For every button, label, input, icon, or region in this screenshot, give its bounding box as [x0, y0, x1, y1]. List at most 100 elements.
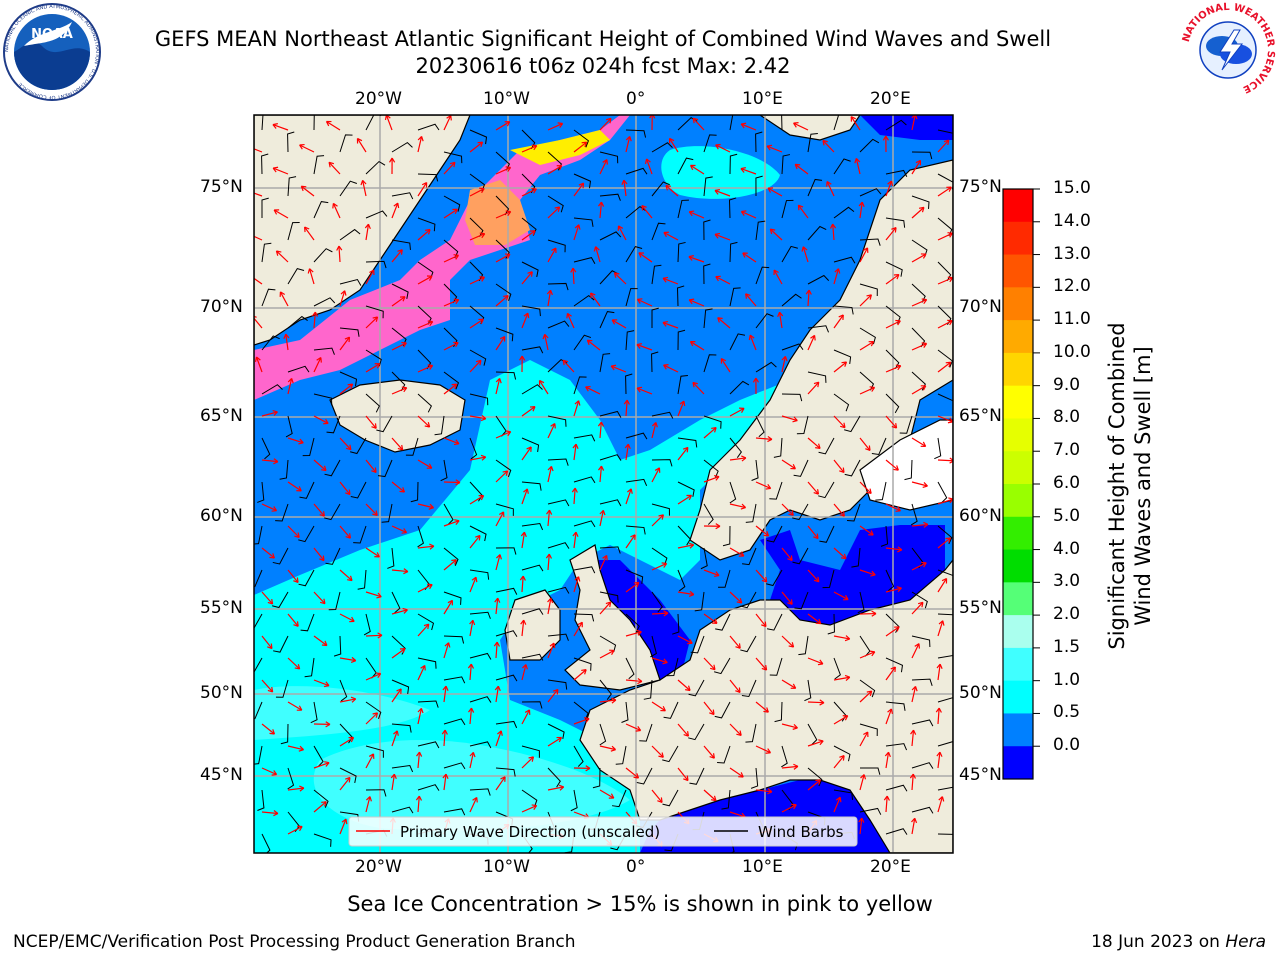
- wave-arrow: [495, 211, 511, 219]
- swell-region-mid: [254, 686, 430, 740]
- wave-arrow: [261, 591, 274, 605]
- wave-arrow: [651, 657, 668, 664]
- footer-date: 18 Jun 2023 on Hera: [1091, 932, 1266, 952]
- wave-arrow: [417, 796, 420, 813]
- wave-arrow: [573, 400, 580, 417]
- wave-arrow: [742, 252, 757, 263]
- wave-arrow: [443, 600, 453, 615]
- wave-arrow: [521, 145, 537, 153]
- wave-arrow-head: [893, 273, 900, 280]
- wave-arrow-head: [396, 688, 402, 694]
- wave-arrow: [313, 459, 327, 472]
- wind-barb: [651, 142, 673, 153]
- wave-arrow-head: [293, 577, 299, 584]
- wave-arrow-head: [891, 226, 897, 233]
- wave-arrow-head: [949, 457, 953, 464]
- wind-barb: [521, 305, 541, 317]
- wind-barb: [302, 437, 315, 457]
- wave-arrow: [781, 503, 794, 516]
- wave-arrow-head: [374, 552, 380, 558]
- wave-arrow: [781, 547, 793, 561]
- wave-arrow-head: [862, 247, 869, 253]
- wind-barb: [911, 635, 931, 647]
- wind-barb: [755, 415, 765, 438]
- wind-barb: [740, 635, 757, 653]
- wave-arrow: [443, 437, 460, 445]
- wave-arrow-head: [571, 487, 578, 493]
- wind-barb: [703, 354, 717, 373]
- wave-arrow-head: [692, 381, 698, 388]
- wind-barb: [677, 241, 686, 263]
- wind-barb: [833, 158, 851, 175]
- wind-barb: [833, 256, 856, 264]
- wave-arrow-head: [347, 383, 354, 390]
- colorbar-tick-label: 0.0: [1053, 735, 1081, 756]
- wave-arrow-head: [626, 488, 633, 494]
- wind-barb: [718, 569, 731, 588]
- wave-arrow-head: [735, 687, 741, 694]
- wind-barb: [885, 119, 907, 131]
- wave-arrow: [729, 407, 745, 417]
- wave-arrow: [937, 139, 950, 153]
- wave-arrow: [339, 818, 347, 835]
- wave-arrow-head: [663, 231, 669, 238]
- wind-barb: [333, 635, 342, 657]
- wave-arrow: [703, 427, 717, 439]
- wave-arrow-head: [586, 339, 593, 346]
- wind-barb: [521, 481, 542, 491]
- wave-arrow-head: [545, 553, 553, 559]
- wind-barb: [937, 786, 953, 791]
- wave-arrow: [625, 631, 642, 637]
- wave-arrow: [767, 187, 783, 197]
- wind-barb: [688, 679, 705, 697]
- wind-barb: [350, 481, 367, 499]
- wave-arrow: [729, 767, 744, 778]
- wind-barb: [651, 503, 670, 516]
- wave-arrow-head: [472, 796, 478, 803]
- wave-arrow-head: [761, 576, 768, 583]
- wind-barb: [781, 293, 802, 307]
- wave-arrow: [495, 378, 501, 395]
- wind-barb: [714, 701, 731, 719]
- wave-arrow: [339, 336, 350, 351]
- wave-arrow: [625, 488, 632, 505]
- wave-arrow: [573, 444, 577, 461]
- wave-arrow-head: [372, 316, 379, 322]
- wind-barb: [804, 679, 812, 702]
- lat-label-right: 75°N: [959, 177, 1002, 197]
- wave-arrow: [850, 116, 861, 131]
- wave-arrow: [300, 185, 315, 197]
- wave-arrow-head: [633, 581, 640, 588]
- wave-arrow: [338, 245, 341, 263]
- wave-arrow-head: [454, 519, 460, 525]
- wave-arrow: [937, 752, 941, 769]
- wind-barb: [313, 745, 324, 767]
- wave-arrow-head: [597, 465, 605, 471]
- wave-arrow-head: [936, 751, 943, 757]
- wave-arrow-head: [641, 205, 647, 211]
- wave-arrow-head: [577, 621, 583, 628]
- colorbar-swatch: [1003, 221, 1033, 256]
- wind-barb: [495, 459, 512, 478]
- wind-barb: [313, 789, 329, 808]
- wave-arrow: [677, 544, 694, 549]
- wind-barb: [443, 808, 466, 816]
- wind-barb: [547, 586, 570, 594]
- wind-barb: [254, 657, 263, 674]
- wave-arrow: [287, 569, 299, 583]
- wind-barb: [443, 503, 454, 525]
- wave-arrow-head: [920, 253, 927, 259]
- wave-arrow: [547, 736, 562, 747]
- wind-barb: [547, 415, 567, 427]
- wave-arrow: [859, 294, 872, 307]
- wind-barb: [521, 384, 543, 395]
- wave-arrow: [807, 779, 821, 791]
- wave-arrow-head: [529, 406, 536, 412]
- wind-barb: [547, 458, 569, 466]
- wave-arrow-head: [788, 642, 795, 648]
- wave-arrow: [495, 431, 511, 439]
- wave-arrow: [885, 547, 902, 551]
- wave-arrow-head: [453, 341, 459, 348]
- wave-arrow: [937, 320, 953, 329]
- wave-arrow-head: [740, 122, 747, 129]
